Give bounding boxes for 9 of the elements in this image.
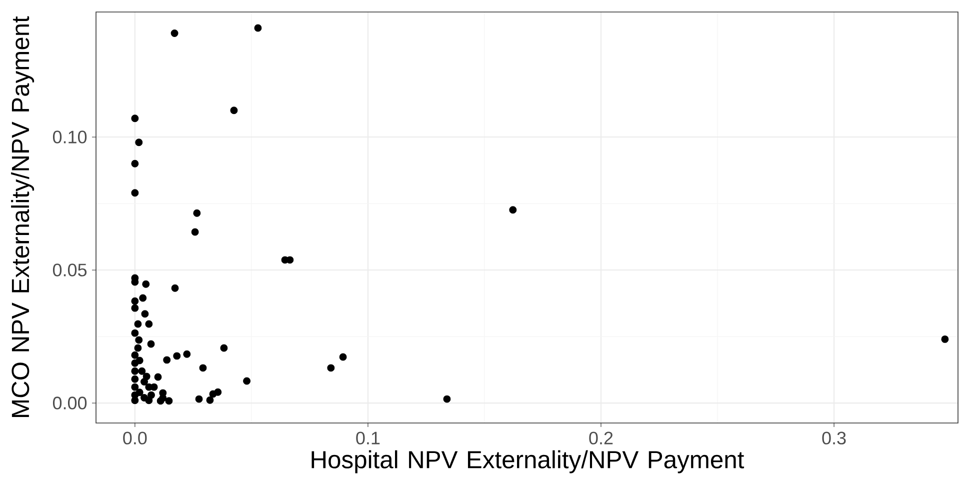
x-tick-label: 0.0 xyxy=(123,432,147,444)
y-tick-label: 0.00 xyxy=(52,396,87,410)
x-tick-label: 0.1 xyxy=(356,432,380,444)
y-tick-label: 0.05 xyxy=(52,264,87,276)
y-tick-label: 0.10 xyxy=(52,130,87,144)
x-tick-label: 0.3 xyxy=(822,432,846,444)
x-axis-title: Hospital NPV Externality/NPV Payment xyxy=(312,450,744,474)
x-tick-label: 0.2 xyxy=(589,432,613,444)
y-axis-title: MCO NPV Externality/NPV Payment xyxy=(11,16,34,417)
